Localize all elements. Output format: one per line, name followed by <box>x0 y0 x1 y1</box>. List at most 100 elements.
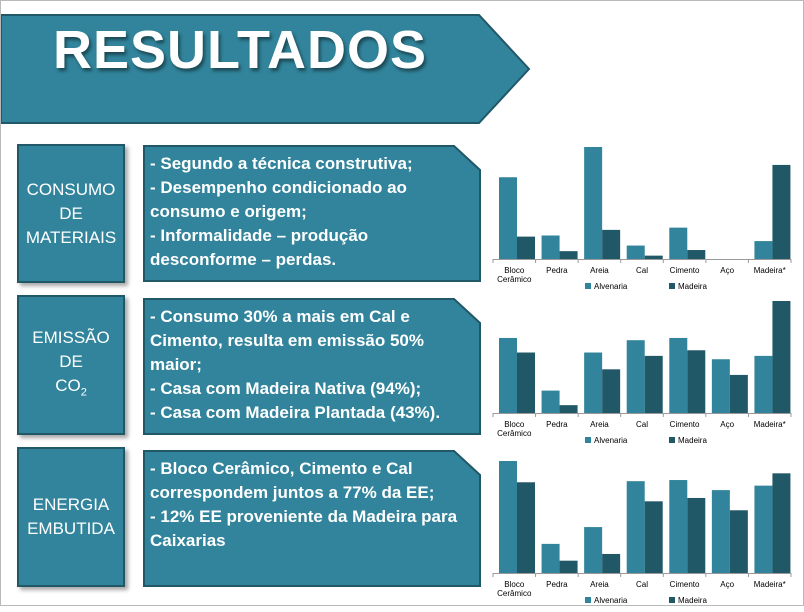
x-tick-label: Cal <box>636 420 648 429</box>
title-banner-arrow <box>1 14 531 124</box>
text-line: - Bloco Cerâmico, Cimento e Cal <box>150 459 413 478</box>
bar-chart-svg: Bloco Cerâmico Pedra Areia Cal Cimento Aço Made… <box>492 147 792 291</box>
x-tick-label: Bloco Cerâmico <box>497 266 532 284</box>
label-consumo-de-materiais: CONSUMO DE MATERIAIS <box>17 144 125 283</box>
chart-consumo: Bloco Cerâmico Pedra Areia Cal Cimento Aço Made… <box>489 143 795 293</box>
bar-madeira <box>687 250 706 259</box>
label-energia-embutida: ENERGIA EMBUTIDA <box>17 447 125 587</box>
x-tick-label: Pedra <box>546 580 568 589</box>
bar-alvenaria <box>584 527 603 573</box>
text-box-consumo: - Segundo a técnica construtiva; - Desem… <box>142 144 482 283</box>
bar-alvenaria <box>754 355 773 413</box>
bar-madeira <box>644 501 663 573</box>
x-tick-label: Cimento <box>670 266 700 275</box>
label-line: EMBUTIDA <box>27 519 115 538</box>
bar-alvenaria <box>754 485 773 573</box>
x-tick-label: Cimento <box>670 420 700 429</box>
legend-label: Alvenaria <box>594 436 628 445</box>
bar-chart-svg: Bloco Cerâmico Pedra Areia Cal Cimento Aço Made… <box>492 461 792 605</box>
bar-alvenaria <box>669 337 688 413</box>
text-line: correspondem juntos a 77% da EE; <box>150 483 435 502</box>
label-line: DE <box>59 351 83 371</box>
x-tick-label: Cal <box>636 580 648 589</box>
text-line: - 12% EE proveniente da Madeira para <box>150 507 458 526</box>
bar-alvenaria <box>626 245 645 259</box>
bar-madeira <box>687 497 706 573</box>
bar-madeira <box>772 473 791 573</box>
label-line: EMISSÃO <box>32 327 110 347</box>
legend-swatch <box>585 437 591 443</box>
bar-madeira <box>772 164 791 259</box>
bar-madeira <box>602 229 621 259</box>
legend-label: Alvenaria <box>594 282 628 291</box>
bar-alvenaria <box>499 177 517 259</box>
legend-swatch <box>669 597 675 603</box>
page-title: RESULTADOS <box>53 20 427 80</box>
x-tick-label: Madeira* <box>754 266 786 275</box>
bar-alvenaria <box>584 147 603 259</box>
x-tick-label: Madeira* <box>754 580 786 589</box>
x-tick-label: Madeira* <box>754 420 786 429</box>
bar-madeira <box>559 405 578 413</box>
bar-madeira <box>559 251 578 259</box>
legend-swatch <box>585 283 591 289</box>
text-line: - Casa com Madeira Plantada (43%). <box>150 403 441 422</box>
label-line: ENERGIA <box>32 495 110 514</box>
bar-madeira <box>644 255 663 259</box>
bar-alvenaria <box>626 340 645 413</box>
x-tick-label: Pedra <box>546 420 568 429</box>
bar-madeira <box>517 482 535 573</box>
bar-alvenaria <box>541 235 560 259</box>
label-line: CONSUMO <box>26 179 116 199</box>
x-tick-label: Aço <box>720 420 734 429</box>
legend-label: Madeira <box>678 596 707 605</box>
label-line: MATERIAIS <box>25 227 117 247</box>
legend-swatch <box>669 283 675 289</box>
label-subscript: 2 <box>80 386 87 399</box>
bar-alvenaria <box>541 543 560 573</box>
text-line: desconforme – perdas. <box>150 250 337 269</box>
label-line-co2: CO2 <box>55 374 87 404</box>
text-line: Cimento, resulta em emissão 50% <box>150 331 425 350</box>
legend-swatch <box>669 437 675 443</box>
x-tick-label: Pedra <box>546 266 568 275</box>
bar-madeira <box>687 350 706 413</box>
x-tick-label: Aço <box>720 266 734 275</box>
bar-madeira <box>517 352 535 413</box>
text-line: consumo e origem; <box>150 202 307 221</box>
bar-madeira <box>602 369 621 413</box>
text-line: - Informalidade – produção <box>150 226 369 245</box>
text-line: - Casa com Madeira Nativa (94%); <box>150 379 422 398</box>
bar-alvenaria <box>499 461 517 573</box>
x-tick-label: Areia <box>590 580 609 589</box>
bar-madeira <box>644 355 663 413</box>
bar-madeira <box>602 553 621 573</box>
text-line: - Segundo a técnica construtiva; <box>150 154 413 173</box>
legend-label: Madeira <box>678 436 707 445</box>
text-box-emissao: - Consumo 30% a mais em Cal e Cimento, r… <box>142 297 482 436</box>
text-line: Caixarias <box>150 531 226 550</box>
text-box-energia: - Bloco Cerâmico, Cimento e Cal correspo… <box>142 449 482 588</box>
bar-alvenaria <box>754 241 773 259</box>
x-tick-label: Cimento <box>670 580 700 589</box>
text-line: - Consumo 30% a mais em Cal e <box>150 307 410 326</box>
chart-energia: Bloco Cerâmico Pedra Areia Cal Cimento Aço Made… <box>489 457 795 607</box>
label-line: DE <box>59 203 83 223</box>
bar-alvenaria <box>626 481 645 573</box>
x-tick-label: Bloco Cerâmico <box>497 420 532 438</box>
bar-alvenaria <box>669 227 688 259</box>
legend-label: Alvenaria <box>594 596 628 605</box>
bar-alvenaria <box>499 337 517 413</box>
x-tick-label: Areia <box>590 420 609 429</box>
bar-alvenaria <box>711 359 730 413</box>
legend-swatch <box>585 597 591 603</box>
x-tick-label: Bloco Cerâmico <box>497 580 532 598</box>
bar-alvenaria <box>541 390 560 413</box>
x-tick-label: Cal <box>636 266 648 275</box>
bar-madeira <box>772 301 791 413</box>
legend-label: Madeira <box>678 282 707 291</box>
bar-alvenaria <box>584 352 603 413</box>
x-tick-label: Areia <box>590 266 609 275</box>
x-tick-label: Aço <box>720 580 734 589</box>
